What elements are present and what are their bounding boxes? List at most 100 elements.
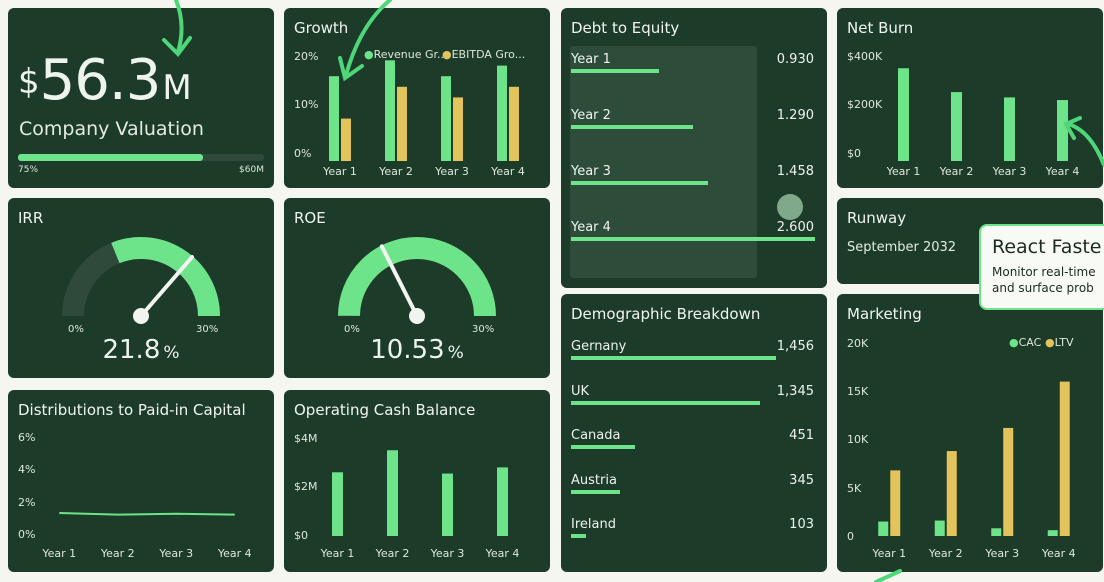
x-tick-label: Year 4 [1045,165,1080,178]
bar [1003,427,1014,536]
x-tick-label: Year 2 [939,165,974,178]
valuation-label: Company Valuation [19,118,204,140]
highlight-panel [570,46,757,278]
gauge-value: 21.8% [102,335,180,365]
row-label: Year 1 [571,52,611,67]
valuation-unit: M [162,68,192,108]
bar [453,97,463,161]
card-title: Demographic Breakdown [571,305,761,323]
bar [946,451,957,536]
x-tick-label: Year 3 [430,547,465,560]
valuation-amount: $56.3M [18,48,192,113]
x-tick-label: Year 3 [434,165,469,178]
gauge-value: 10.53% [370,335,464,365]
y-tick: 10K [847,433,869,446]
bar [385,60,395,161]
y-tick: $0 [294,529,308,542]
row-bar [571,489,620,494]
bar [878,521,889,536]
card-title: IRR [18,209,44,227]
gauge-fill [111,237,220,317]
marketing-card: Marketing ●CAC ●LTV 20K 15K 10K 5K 0 Yea… [837,294,1103,572]
bar [991,528,1002,536]
irr-gauge [62,237,220,324]
y-tick: $2M [294,480,318,493]
gauge-min-label: 0% [344,324,360,335]
y-tick: 20% [294,50,319,63]
x-tick-label: Year 1 [320,547,355,560]
valuation-progress-fill [18,154,203,161]
row-label: Year 3 [571,164,611,179]
gauge-hub [133,308,149,324]
row-bar [571,400,761,405]
row-value: 1,345 [776,383,814,399]
row-bar [571,125,693,129]
bar [934,520,945,536]
bar [387,450,398,536]
y-tick: 4% [18,463,36,476]
bar [509,86,519,161]
card-title: Runway [847,209,907,227]
y-tick: $0 [847,147,861,160]
card-title: Operating Cash Balance [294,401,476,419]
valuation-card: $56.3M Company Valuation 75% $60M [8,8,274,188]
x-tick-label: Year 3 [984,547,1019,560]
y-tick: 6% [18,431,36,444]
valuation-number: 56.3 [39,48,162,113]
progress-right-label: $60M [239,165,264,175]
legend-dot-icon: ● [442,48,452,61]
card-title: Growth [294,19,349,37]
runway-value: September 2032 [847,240,957,255]
x-tick-label: Year 4 [485,547,520,560]
valuation-progress-track [18,154,264,161]
bar [1059,381,1070,536]
x-tick-label: Year 2 [100,547,135,560]
y-tick: 0 [847,530,854,543]
card-title: Debt to Equity [571,19,680,37]
netburn-card: Net Burn $400K $200K $0 Year 1 Year 2 Year… [837,8,1103,188]
x-tick-label: Year 1 [41,547,76,560]
distributions-chart: Year 1 Year 2 Year 3 Year 4 [41,511,252,560]
gauge-max-label: 30% [196,324,219,335]
row-bar [571,237,815,241]
tooltip-title: React Faste [992,236,1102,258]
marketing-chart: Year 1 Year 2 Year 3 Year 4 [871,381,1076,560]
hover-dot [777,194,803,220]
netburn-chart: Year 1 Year 2 Year 3 Year 4 [886,68,1080,178]
y-tick: 5K [847,482,862,495]
gauge-hub [409,308,425,324]
gauge-needle [379,244,419,318]
gauge-min-label: 0% [68,324,84,335]
x-tick-label: Year 1 [871,547,906,560]
y-tick: 0% [18,528,36,541]
row-value: 103 [789,517,814,532]
x-tick-label: Year 4 [490,165,525,178]
row-value: 451 [789,428,814,443]
growth-chart: Year 1 Year 2 Year 3 Year 4 [322,60,525,178]
irr-card: IRR 0% 30% 21.8% [8,198,274,378]
x-tick-label: Year 2 [928,547,963,560]
row-label: UK [571,383,590,399]
bar [497,65,507,161]
row-label: Year 2 [571,108,611,123]
bar [497,467,508,536]
row-bar [571,181,708,185]
row-bar [571,534,586,538]
bar [442,473,453,536]
series-line [59,511,235,516]
row-bar [571,445,635,449]
y-tick: $200K [847,98,883,111]
card-title: Distributions to Paid-in Capital [18,401,246,419]
x-tick-label: Year 3 [992,165,1027,178]
currency-symbol: $ [18,62,40,102]
bar [332,472,343,536]
row-bar [571,356,776,360]
bar [951,92,962,161]
tooltip-popover: React Faste Monitor real-time and surfac… [979,224,1104,310]
legend-dot-icon: ● [1045,336,1055,349]
legend-cac: ●CAC [1009,336,1042,349]
roe-gauge [338,237,496,324]
row-label: Year 4 [571,220,611,235]
ocb-card: Operating Cash Balance $4M $2M $0 Year 1… [284,390,550,572]
distributions-card: Distributions to Paid-in Capital 6% 4% 2… [8,390,274,572]
